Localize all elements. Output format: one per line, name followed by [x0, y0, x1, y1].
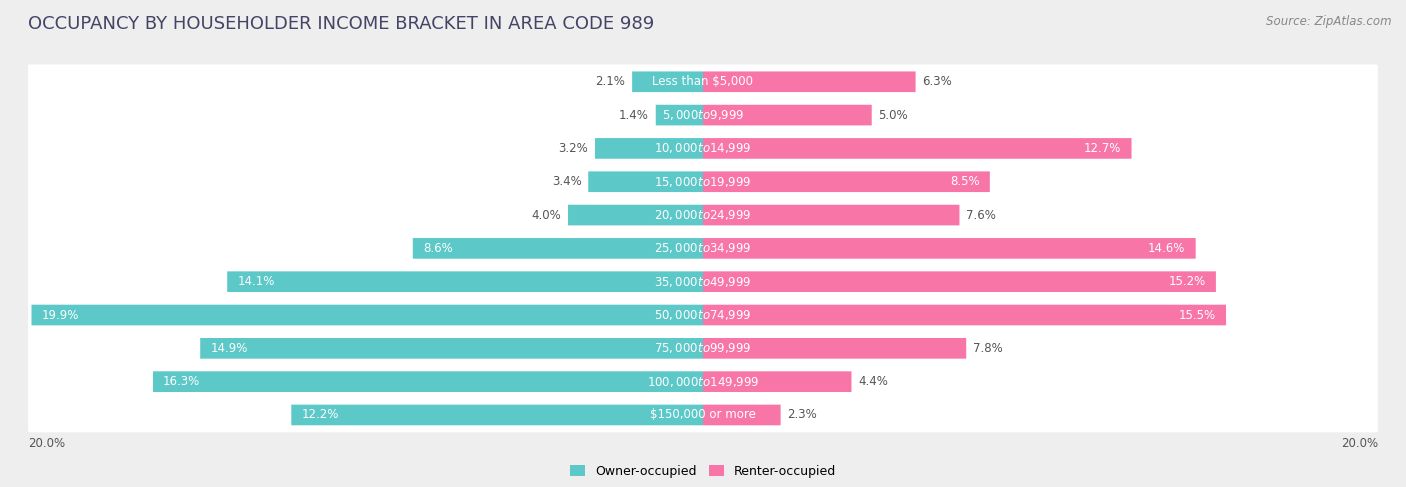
Text: 14.6%: 14.6%: [1149, 242, 1185, 255]
Text: Less than $5,000: Less than $5,000: [652, 75, 754, 88]
Text: 7.6%: 7.6%: [966, 208, 995, 222]
FancyBboxPatch shape: [703, 205, 959, 225]
FancyBboxPatch shape: [703, 171, 990, 192]
Text: 8.6%: 8.6%: [423, 242, 453, 255]
Text: 14.1%: 14.1%: [238, 275, 274, 288]
FancyBboxPatch shape: [228, 271, 703, 292]
Text: 3.4%: 3.4%: [551, 175, 582, 188]
FancyBboxPatch shape: [28, 264, 1378, 299]
FancyBboxPatch shape: [568, 205, 703, 225]
Text: 15.2%: 15.2%: [1168, 275, 1206, 288]
Text: 5.0%: 5.0%: [879, 109, 908, 122]
Text: $100,000 to $149,999: $100,000 to $149,999: [647, 375, 759, 389]
FancyBboxPatch shape: [655, 105, 703, 126]
FancyBboxPatch shape: [633, 72, 703, 92]
Text: 14.9%: 14.9%: [211, 342, 247, 355]
FancyBboxPatch shape: [28, 331, 1378, 366]
FancyBboxPatch shape: [28, 165, 1378, 199]
Text: $25,000 to $34,999: $25,000 to $34,999: [654, 242, 752, 255]
FancyBboxPatch shape: [28, 398, 1378, 432]
Legend: Owner-occupied, Renter-occupied: Owner-occupied, Renter-occupied: [569, 465, 837, 478]
Text: $50,000 to $74,999: $50,000 to $74,999: [654, 308, 752, 322]
FancyBboxPatch shape: [28, 231, 1378, 266]
FancyBboxPatch shape: [28, 298, 1378, 332]
FancyBboxPatch shape: [28, 131, 1378, 166]
FancyBboxPatch shape: [200, 338, 703, 358]
Text: 19.9%: 19.9%: [42, 308, 79, 321]
FancyBboxPatch shape: [703, 72, 915, 92]
FancyBboxPatch shape: [703, 405, 780, 425]
Text: 15.5%: 15.5%: [1178, 308, 1216, 321]
Text: 12.2%: 12.2%: [301, 409, 339, 421]
Text: $10,000 to $14,999: $10,000 to $14,999: [654, 141, 752, 155]
FancyBboxPatch shape: [28, 364, 1378, 399]
Text: $150,000 or more: $150,000 or more: [650, 409, 756, 421]
Text: OCCUPANCY BY HOUSEHOLDER INCOME BRACKET IN AREA CODE 989: OCCUPANCY BY HOUSEHOLDER INCOME BRACKET …: [28, 15, 654, 33]
FancyBboxPatch shape: [31, 305, 703, 325]
Text: 3.2%: 3.2%: [558, 142, 588, 155]
Text: 4.0%: 4.0%: [531, 208, 561, 222]
FancyBboxPatch shape: [588, 171, 703, 192]
Text: $20,000 to $24,999: $20,000 to $24,999: [654, 208, 752, 222]
FancyBboxPatch shape: [703, 338, 966, 358]
Text: 20.0%: 20.0%: [1341, 437, 1378, 450]
Text: 8.5%: 8.5%: [950, 175, 980, 188]
Text: $5,000 to $9,999: $5,000 to $9,999: [662, 108, 744, 122]
FancyBboxPatch shape: [28, 98, 1378, 132]
FancyBboxPatch shape: [703, 305, 1226, 325]
FancyBboxPatch shape: [153, 371, 703, 392]
FancyBboxPatch shape: [703, 238, 1195, 259]
Text: 1.4%: 1.4%: [619, 109, 650, 122]
FancyBboxPatch shape: [595, 138, 703, 159]
FancyBboxPatch shape: [703, 138, 1132, 159]
Text: 2.3%: 2.3%: [787, 409, 817, 421]
Text: 7.8%: 7.8%: [973, 342, 1002, 355]
Text: Source: ZipAtlas.com: Source: ZipAtlas.com: [1267, 15, 1392, 28]
FancyBboxPatch shape: [413, 238, 703, 259]
Text: $75,000 to $99,999: $75,000 to $99,999: [654, 341, 752, 356]
FancyBboxPatch shape: [703, 105, 872, 126]
FancyBboxPatch shape: [703, 271, 1216, 292]
FancyBboxPatch shape: [703, 371, 852, 392]
Text: 12.7%: 12.7%: [1084, 142, 1122, 155]
FancyBboxPatch shape: [28, 198, 1378, 232]
Text: 4.4%: 4.4%: [858, 375, 889, 388]
FancyBboxPatch shape: [28, 64, 1378, 99]
Text: 6.3%: 6.3%: [922, 75, 952, 88]
Text: 2.1%: 2.1%: [596, 75, 626, 88]
FancyBboxPatch shape: [291, 405, 703, 425]
Text: 20.0%: 20.0%: [28, 437, 65, 450]
Text: $15,000 to $19,999: $15,000 to $19,999: [654, 175, 752, 189]
Text: $35,000 to $49,999: $35,000 to $49,999: [654, 275, 752, 289]
Text: 16.3%: 16.3%: [163, 375, 200, 388]
